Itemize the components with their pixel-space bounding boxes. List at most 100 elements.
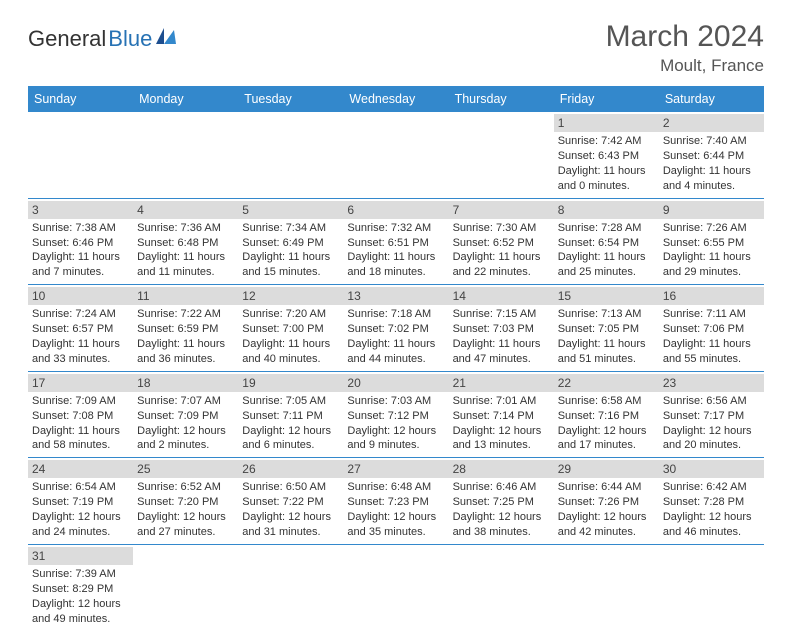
day-number: 23 bbox=[659, 374, 764, 392]
flag-icon bbox=[156, 24, 178, 50]
day-details: Sunrise: 7:07 AM Sunset: 7:09 PM Dayligh… bbox=[137, 394, 234, 453]
day-cell bbox=[28, 112, 133, 198]
day-number: 9 bbox=[659, 201, 764, 219]
day-cell: 3Sunrise: 7:38 AM Sunset: 6:46 PM Daylig… bbox=[28, 199, 133, 285]
day-cell bbox=[449, 545, 554, 631]
day-number: 26 bbox=[238, 460, 343, 478]
day-cell bbox=[238, 112, 343, 198]
day-cell: 9 Sunrise: 7:26 AM Sunset: 6:55 PM Daylig… bbox=[659, 199, 764, 285]
day-number: 29 bbox=[554, 460, 659, 478]
day-details: Sunrise: 7:03 AM Sunset: 7:12 PM Dayligh… bbox=[347, 394, 444, 453]
calendar-container: General Blue March 2024 Moult, France Su… bbox=[0, 0, 792, 640]
day-number: 7 bbox=[449, 201, 554, 219]
day-number: 25 bbox=[133, 460, 238, 478]
day-cell bbox=[449, 112, 554, 198]
weekday-monday: Monday bbox=[133, 86, 238, 112]
day-number: 20 bbox=[343, 374, 448, 392]
day-cell: 13 Sunrise: 7:18 AM Sunset: 7:02 PM Dayli… bbox=[343, 285, 448, 371]
day-number: 15 bbox=[554, 287, 659, 305]
day-number: 21 bbox=[449, 374, 554, 392]
day-details: Sunrise: 6:56 AM Sunset: 7:17 PM Dayligh… bbox=[663, 394, 760, 453]
day-details: Sunrise: 7:24 AM Sunset: 6:57 PM Dayligh… bbox=[32, 307, 129, 366]
day-details: Sunrise: 6:48 AM Sunset: 7:23 PM Dayligh… bbox=[347, 480, 444, 539]
day-cell: 28 Sunrise: 6:46 AM Sunset: 7:25 PM Dayli… bbox=[449, 458, 554, 544]
day-details: Sunrise: 7:13 AM Sunset: 7:05 PM Dayligh… bbox=[558, 307, 655, 366]
day-details: Sunrise: 7:38 AM Sunset: 6:46 PM Dayligh… bbox=[32, 221, 129, 280]
day-number: 13 bbox=[343, 287, 448, 305]
week-row: 3Sunrise: 7:38 AM Sunset: 6:46 PM Daylig… bbox=[28, 199, 764, 286]
day-cell: 25Sunrise: 6:52 AM Sunset: 7:20 PM Dayli… bbox=[133, 458, 238, 544]
weekday-wednesday: Wednesday bbox=[343, 86, 448, 112]
day-number: 27 bbox=[343, 460, 448, 478]
day-details: Sunrise: 6:46 AM Sunset: 7:25 PM Dayligh… bbox=[453, 480, 550, 539]
day-details: Sunrise: 7:20 AM Sunset: 7:00 PM Dayligh… bbox=[242, 307, 339, 366]
day-number: 16 bbox=[659, 287, 764, 305]
day-cell bbox=[133, 112, 238, 198]
day-details: Sunrise: 7:30 AM Sunset: 6:52 PM Dayligh… bbox=[453, 221, 550, 280]
day-details: Sunrise: 6:42 AM Sunset: 7:28 PM Dayligh… bbox=[663, 480, 760, 539]
day-cell: 20 Sunrise: 7:03 AM Sunset: 7:12 PM Dayli… bbox=[343, 372, 448, 458]
title-block: March 2024 Moult, France bbox=[606, 20, 764, 76]
day-details: Sunrise: 6:44 AM Sunset: 7:26 PM Dayligh… bbox=[558, 480, 655, 539]
day-details: Sunrise: 7:22 AM Sunset: 6:59 PM Dayligh… bbox=[137, 307, 234, 366]
weekday-thursday: Thursday bbox=[449, 86, 554, 112]
day-number: 5 bbox=[238, 201, 343, 219]
weekday-saturday: Saturday bbox=[659, 86, 764, 112]
logo: General Blue bbox=[28, 24, 178, 54]
day-details: Sunrise: 7:11 AM Sunset: 7:06 PM Dayligh… bbox=[663, 307, 760, 366]
day-number: 1 bbox=[554, 114, 659, 132]
day-details: Sunrise: 6:50 AM Sunset: 7:22 PM Dayligh… bbox=[242, 480, 339, 539]
day-number: 14 bbox=[449, 287, 554, 305]
day-cell: 2Sunrise: 7:40 AM Sunset: 6:44 PM Daylig… bbox=[659, 112, 764, 198]
day-details: Sunrise: 7:26 AM Sunset: 6:55 PM Dayligh… bbox=[663, 221, 760, 280]
day-number: 31 bbox=[28, 547, 133, 565]
day-cell: 14Sunrise: 7:15 AM Sunset: 7:03 PM Dayli… bbox=[449, 285, 554, 371]
day-number: 28 bbox=[449, 460, 554, 478]
day-cell: 31Sunrise: 7:39 AM Sunset: 8:29 PM Dayli… bbox=[28, 545, 133, 631]
day-cell: 23 Sunrise: 6:56 AM Sunset: 7:17 PM Dayli… bbox=[659, 372, 764, 458]
day-details: Sunrise: 7:01 AM Sunset: 7:14 PM Dayligh… bbox=[453, 394, 550, 453]
day-cell: 1Sunrise: 7:42 AM Sunset: 6:43 PM Daylig… bbox=[554, 112, 659, 198]
calendar-grid: Sunday Monday Tuesday Wednesday Thursday… bbox=[28, 86, 764, 630]
day-cell: 29 Sunrise: 6:44 AM Sunset: 7:26 PM Dayli… bbox=[554, 458, 659, 544]
day-details: Sunrise: 7:18 AM Sunset: 7:02 PM Dayligh… bbox=[347, 307, 444, 366]
week-row: 1Sunrise: 7:42 AM Sunset: 6:43 PM Daylig… bbox=[28, 112, 764, 199]
day-cell: 10Sunrise: 7:24 AM Sunset: 6:57 PM Dayli… bbox=[28, 285, 133, 371]
day-number: 11 bbox=[133, 287, 238, 305]
day-details: Sunrise: 6:58 AM Sunset: 7:16 PM Dayligh… bbox=[558, 394, 655, 453]
day-number: 12 bbox=[238, 287, 343, 305]
week-row: 17 Sunrise: 7:09 AM Sunset: 7:08 PM Dayli… bbox=[28, 372, 764, 459]
day-cell bbox=[133, 545, 238, 631]
logo-text-accent: Blue bbox=[108, 26, 152, 52]
weekday-header-row: Sunday Monday Tuesday Wednesday Thursday… bbox=[28, 86, 764, 112]
logo-text-main: General bbox=[28, 26, 106, 52]
day-cell: 7 Sunrise: 7:30 AM Sunset: 6:52 PM Daylig… bbox=[449, 199, 554, 285]
day-cell: 24 Sunrise: 6:54 AM Sunset: 7:19 PM Dayli… bbox=[28, 458, 133, 544]
day-cell: 16 Sunrise: 7:11 AM Sunset: 7:06 PM Dayli… bbox=[659, 285, 764, 371]
weeks-holder: 1Sunrise: 7:42 AM Sunset: 6:43 PM Daylig… bbox=[28, 112, 764, 630]
day-details: Sunrise: 7:09 AM Sunset: 7:08 PM Dayligh… bbox=[32, 394, 129, 453]
day-cell: 30 Sunrise: 6:42 AM Sunset: 7:28 PM Dayli… bbox=[659, 458, 764, 544]
day-cell bbox=[659, 545, 764, 631]
day-cell bbox=[554, 545, 659, 631]
day-number: 19 bbox=[238, 374, 343, 392]
day-details: Sunrise: 7:05 AM Sunset: 7:11 PM Dayligh… bbox=[242, 394, 339, 453]
day-details: Sunrise: 7:36 AM Sunset: 6:48 PM Dayligh… bbox=[137, 221, 234, 280]
day-number: 17 bbox=[28, 374, 133, 392]
day-cell: 22Sunrise: 6:58 AM Sunset: 7:16 PM Dayli… bbox=[554, 372, 659, 458]
day-cell: 5Sunrise: 7:34 AM Sunset: 6:49 PM Daylig… bbox=[238, 199, 343, 285]
day-details: Sunrise: 6:54 AM Sunset: 7:19 PM Dayligh… bbox=[32, 480, 129, 539]
day-number: 24 bbox=[28, 460, 133, 478]
day-details: Sunrise: 7:32 AM Sunset: 6:51 PM Dayligh… bbox=[347, 221, 444, 280]
day-cell bbox=[238, 545, 343, 631]
day-cell: 19 Sunrise: 7:05 AM Sunset: 7:11 PM Dayli… bbox=[238, 372, 343, 458]
day-cell: 6Sunrise: 7:32 AM Sunset: 6:51 PM Daylig… bbox=[343, 199, 448, 285]
week-row: 31Sunrise: 7:39 AM Sunset: 8:29 PM Dayli… bbox=[28, 545, 764, 631]
day-cell: 26 Sunrise: 6:50 AM Sunset: 7:22 PM Dayli… bbox=[238, 458, 343, 544]
day-cell: 15 Sunrise: 7:13 AM Sunset: 7:05 PM Dayli… bbox=[554, 285, 659, 371]
day-cell: 11 Sunrise: 7:22 AM Sunset: 6:59 PM Dayli… bbox=[133, 285, 238, 371]
day-cell: 27 Sunrise: 6:48 AM Sunset: 7:23 PM Dayli… bbox=[343, 458, 448, 544]
day-number: 30 bbox=[659, 460, 764, 478]
day-number: 18 bbox=[133, 374, 238, 392]
month-title: March 2024 bbox=[606, 20, 764, 54]
